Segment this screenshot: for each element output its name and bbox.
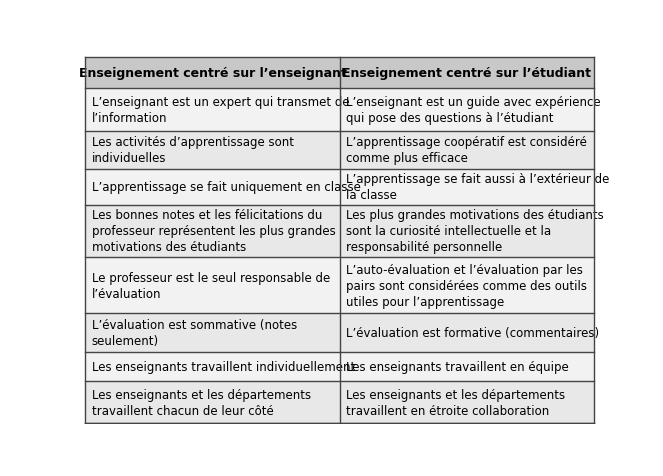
Text: L’apprentissage se fait uniquement en classe: L’apprentissage se fait uniquement en cl…: [91, 181, 361, 194]
Bar: [86, 205, 340, 258]
Text: L’enseignant est un expert qui transmet de
l’information: L’enseignant est un expert qui transmet …: [91, 96, 349, 125]
Bar: [340, 205, 594, 258]
Text: L’évaluation est sommative (notes
seulement): L’évaluation est sommative (notes seulem…: [91, 318, 297, 347]
Text: Les plus grandes motivations des étudiants
sont la curiosité intellectuelle et l: Les plus grandes motivations des étudian…: [346, 209, 604, 254]
Bar: [86, 89, 340, 132]
Bar: [86, 132, 340, 169]
Bar: [340, 169, 594, 205]
Bar: [340, 89, 594, 132]
Bar: [86, 352, 340, 382]
Text: Le professeur est le seul responsable de
l’évaluation: Le professeur est le seul responsable de…: [91, 271, 330, 300]
Text: L’enseignant est un guide avec expérience
qui pose des questions à l’étudiant: L’enseignant est un guide avec expérienc…: [346, 96, 601, 125]
Text: Les enseignants et les départements
travaillent en étroite collaboration: Les enseignants et les départements trav…: [346, 388, 565, 416]
Bar: [340, 258, 594, 313]
Text: Les enseignants travaillent en équipe: Les enseignants travaillent en équipe: [346, 360, 569, 374]
Bar: [86, 382, 340, 423]
Text: L’auto-évaluation et l’évaluation par les
pairs sont considérées comme des outil: L’auto-évaluation et l’évaluation par le…: [346, 263, 587, 308]
Text: Les enseignants et les départements
travaillent chacun de leur côté: Les enseignants et les départements trav…: [91, 388, 311, 416]
Bar: [86, 58, 340, 89]
Bar: [340, 352, 594, 382]
Bar: [86, 169, 340, 205]
Bar: [340, 132, 594, 169]
Bar: [340, 382, 594, 423]
Text: Les activités d’apprentissage sont
individuelles: Les activités d’apprentissage sont indiv…: [91, 136, 294, 165]
Text: L’apprentissage coopératif est considéré
comme plus efficace: L’apprentissage coopératif est considéré…: [346, 136, 587, 165]
Text: Enseignement centré sur l’enseignant: Enseignement centré sur l’enseignant: [79, 67, 347, 80]
Bar: [86, 258, 340, 313]
Text: L’apprentissage se fait aussi à l’extérieur de
la classe: L’apprentissage se fait aussi à l’extéri…: [346, 173, 609, 202]
Bar: [340, 313, 594, 352]
Bar: [86, 313, 340, 352]
Text: L’évaluation est formative (commentaires): L’évaluation est formative (commentaires…: [346, 326, 599, 339]
Bar: [340, 58, 594, 89]
Text: Les enseignants travaillent individuellement: Les enseignants travaillent individuelle…: [91, 360, 355, 374]
Text: Enseignement centré sur l’étudiant: Enseignement centré sur l’étudiant: [343, 67, 591, 80]
Text: Les bonnes notes et les félicitations du
professeur représentent les plus grande: Les bonnes notes et les félicitations du…: [91, 209, 335, 254]
